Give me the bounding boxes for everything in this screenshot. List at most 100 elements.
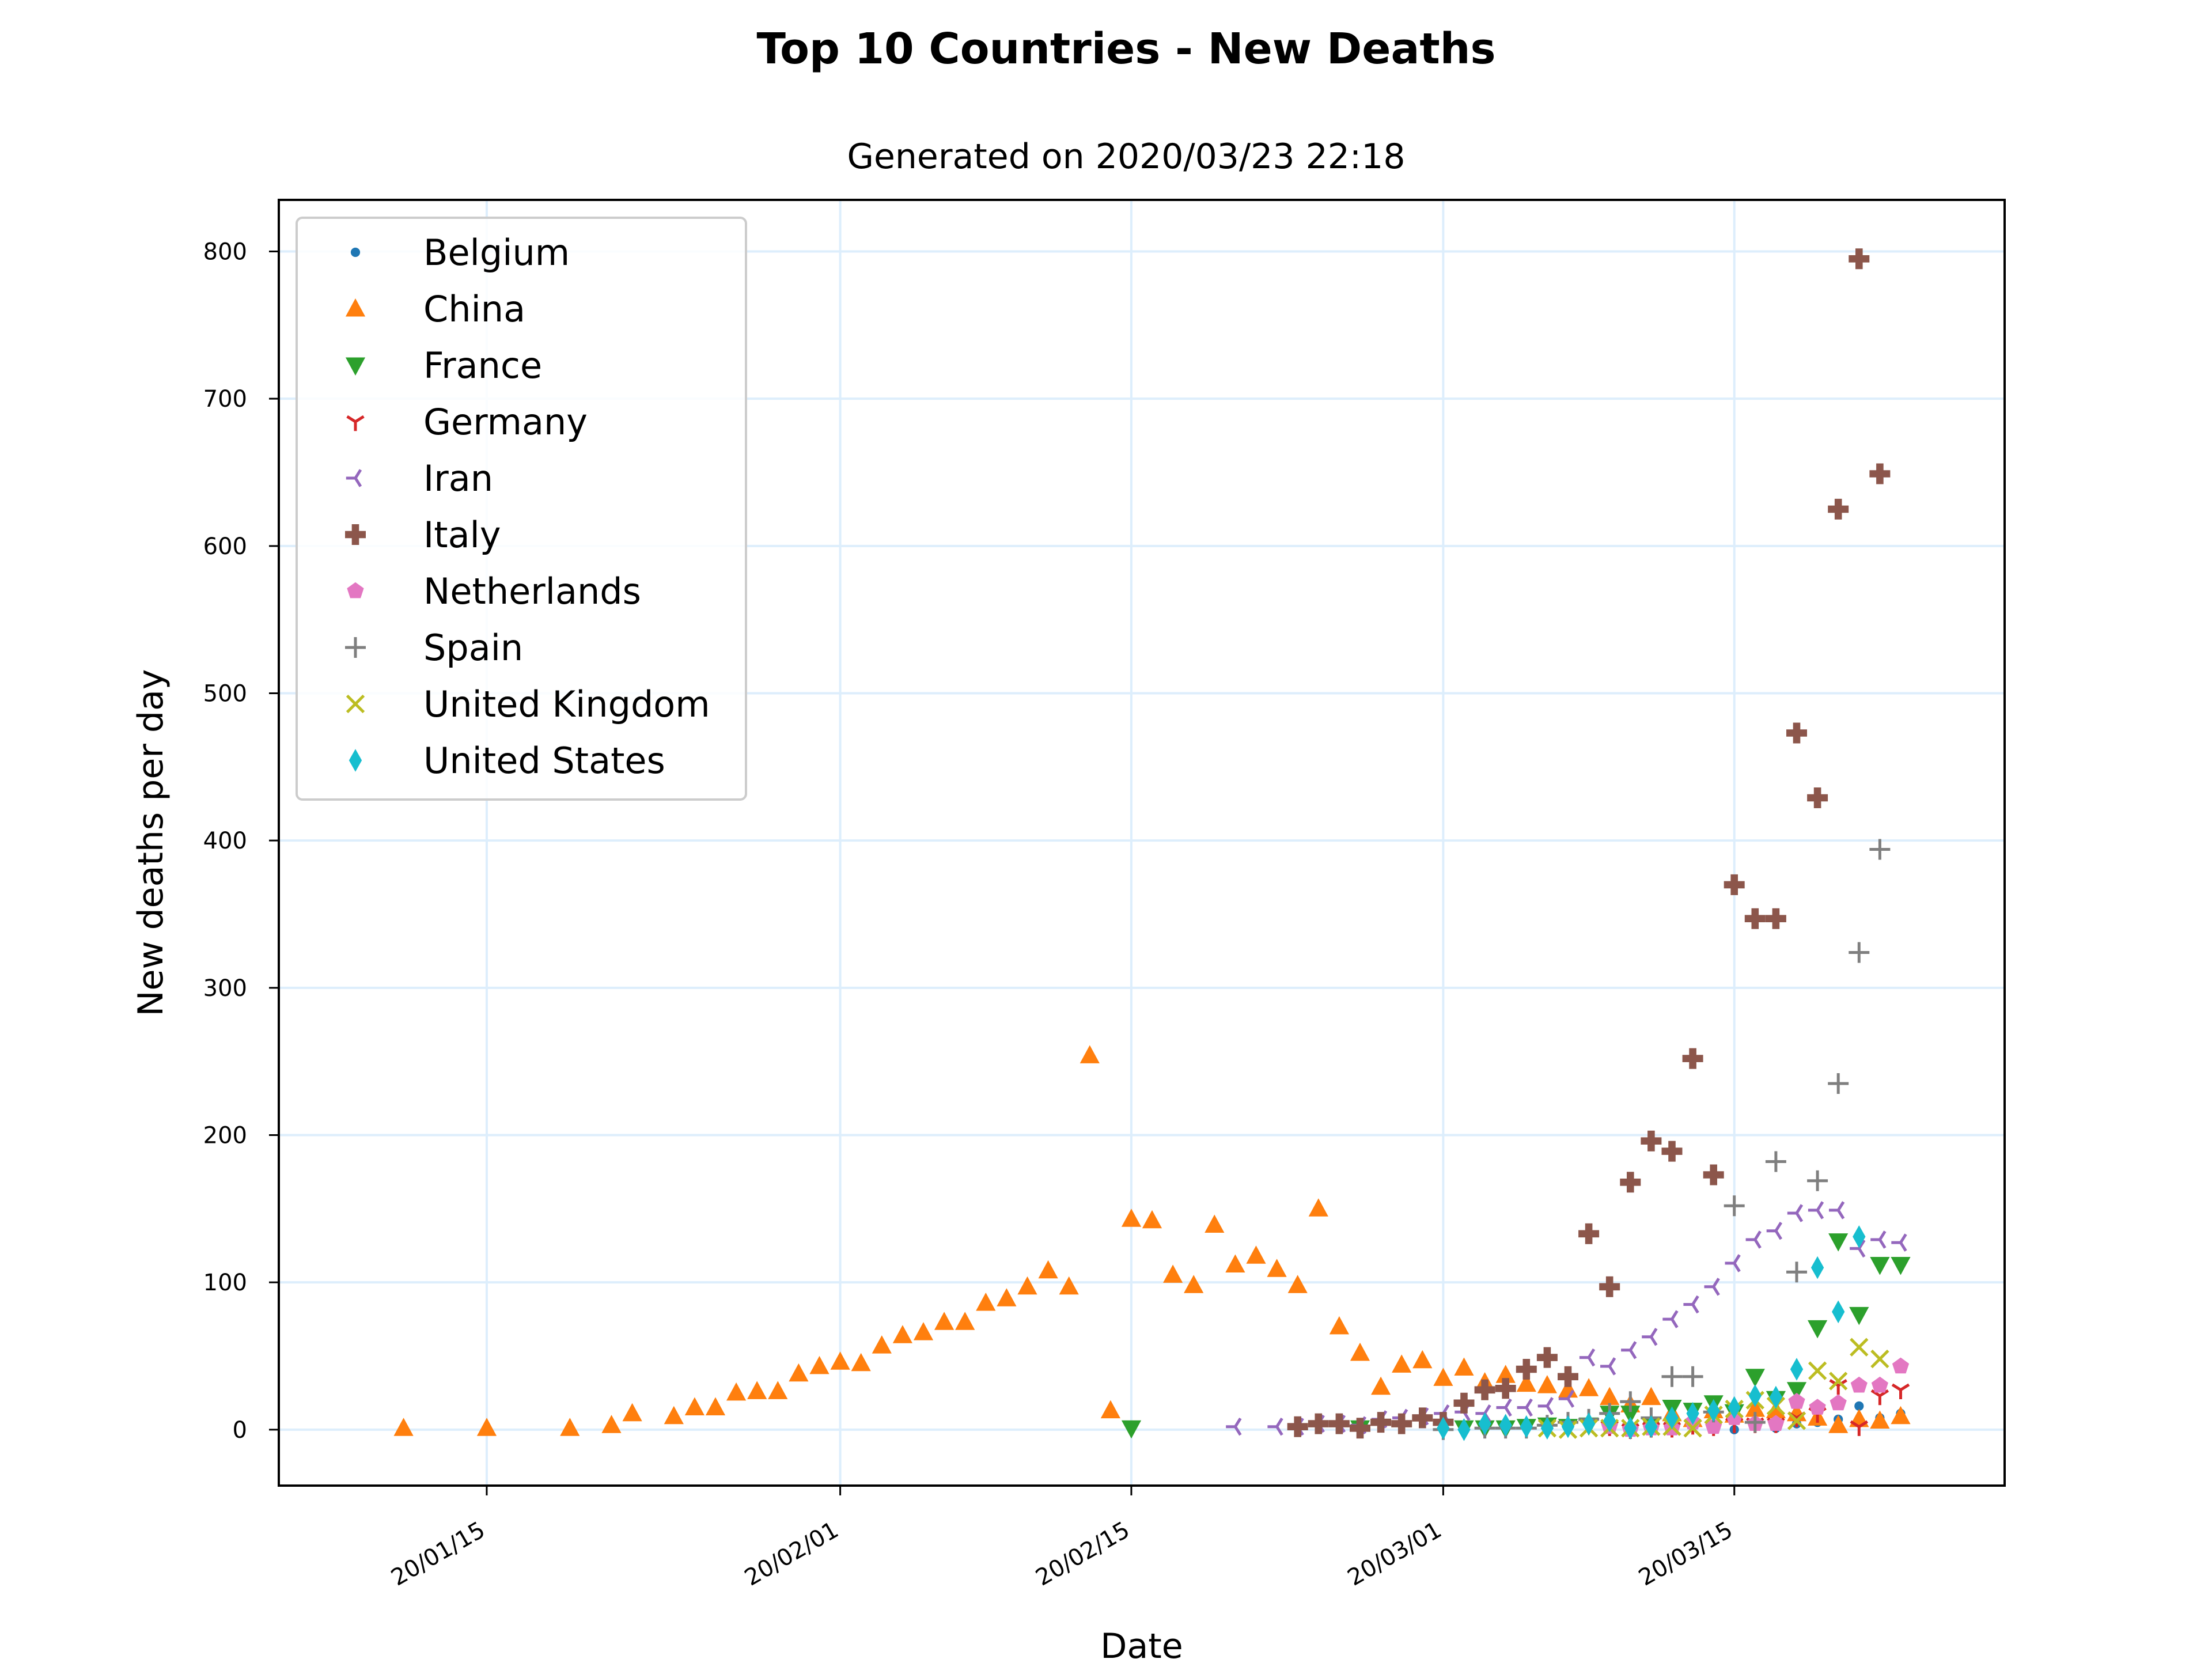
data-point-china — [664, 1406, 684, 1425]
y-axis-label: New deaths per day — [131, 669, 171, 1017]
legend-label-china: China — [423, 288, 525, 330]
legend-marker-belgium — [350, 247, 361, 257]
data-point-iran — [1870, 1230, 1887, 1249]
data-point-china — [768, 1381, 788, 1399]
data-point-china — [1184, 1275, 1204, 1293]
data-point-germany — [1870, 1389, 1889, 1406]
data-point-iran — [1891, 1233, 1907, 1252]
data-point-china — [1766, 1400, 1786, 1419]
legend-marker-china — [345, 298, 366, 317]
data-point-germany — [1891, 1383, 1910, 1400]
data-point-spain — [1869, 839, 1891, 860]
data-point-netherlands — [1809, 1399, 1826, 1415]
data-point-china — [1392, 1354, 1412, 1373]
data-point-china — [976, 1293, 996, 1311]
data-point-iran — [1496, 1398, 1512, 1417]
data-point-china — [726, 1382, 747, 1401]
data-point-china — [872, 1335, 892, 1354]
data-point-iran — [1828, 1201, 1845, 1219]
data-point-italy — [1869, 463, 1891, 484]
data-point-china — [913, 1322, 934, 1340]
legend-marker-united-kingdom — [346, 694, 365, 714]
data-point-united-kingdom — [1787, 1411, 1806, 1430]
data-point-china — [997, 1288, 1017, 1306]
data-point-united-states — [1728, 1396, 1741, 1419]
data-point-netherlands — [1788, 1393, 1805, 1409]
plot-frame — [278, 199, 2006, 1487]
data-point-iran — [1662, 1310, 1679, 1328]
data-point-italy — [1558, 1366, 1578, 1387]
data-point-italy — [1391, 1413, 1412, 1434]
series-china — [393, 1045, 1911, 1436]
data-point-spain — [1786, 1262, 1807, 1283]
data-point-china — [1579, 1378, 1599, 1396]
data-point-china — [1267, 1259, 1287, 1277]
data-point-united-states — [1707, 1399, 1720, 1422]
data-point-italy — [1703, 1164, 1724, 1185]
data-point-united-kingdom — [1870, 1349, 1889, 1369]
y-tick-label: 400 — [203, 828, 247, 854]
data-point-china — [705, 1397, 726, 1415]
data-point-united-kingdom — [1850, 1338, 1869, 1357]
data-point-china — [1412, 1350, 1433, 1369]
y-tick-label: 600 — [203, 533, 247, 560]
legend-marker-france — [345, 357, 366, 376]
y-tick-label: 300 — [203, 975, 247, 1002]
data-point-china — [747, 1381, 767, 1399]
legend-label-spain: Spain — [423, 627, 523, 669]
data-point-china — [955, 1312, 975, 1330]
data-point-iran — [1642, 1328, 1658, 1346]
data-point-belgium — [1854, 1401, 1864, 1411]
data-point-china — [892, 1325, 912, 1343]
data-point-france — [1808, 1320, 1828, 1339]
data-point-china — [1287, 1275, 1308, 1293]
data-point-italy — [1599, 1276, 1620, 1297]
data-point-spain — [1620, 1391, 1641, 1412]
y-tick-label: 0 — [233, 1417, 247, 1444]
data-point-china — [1017, 1276, 1037, 1295]
legend-marker-germany — [346, 415, 365, 431]
data-point-france — [1620, 1406, 1641, 1424]
data-point-united-states — [1832, 1300, 1845, 1324]
data-point-italy — [1641, 1130, 1662, 1152]
data-point-italy — [1849, 248, 1870, 270]
data-point-china — [1205, 1214, 1225, 1233]
data-point-italy — [1495, 1378, 1516, 1399]
data-point-italy — [1578, 1223, 1600, 1244]
data-point-iran — [1808, 1201, 1824, 1219]
data-point-spain — [1661, 1366, 1683, 1387]
data-point-china — [1100, 1400, 1120, 1419]
data-point-germany — [1829, 1378, 1847, 1395]
data-point-germany — [1850, 1420, 1869, 1436]
data-point-france — [1849, 1306, 1869, 1325]
legend-marker-italy — [345, 524, 366, 545]
y-tick-label: 200 — [203, 1123, 247, 1149]
data-point-iran — [1683, 1295, 1699, 1314]
data-point-china — [1163, 1264, 1183, 1283]
data-point-iran — [1600, 1357, 1616, 1376]
data-point-china — [1038, 1260, 1058, 1279]
data-point-united-states — [1853, 1225, 1866, 1248]
data-point-china — [851, 1353, 871, 1372]
data-point-china — [830, 1351, 850, 1370]
data-point-france — [1828, 1233, 1849, 1252]
data-point-united-kingdom — [1808, 1361, 1827, 1380]
data-point-china — [1246, 1245, 1266, 1264]
legend-label-italy: Italy — [423, 514, 501, 556]
data-point-france — [1786, 1382, 1807, 1400]
data-point-spain — [1765, 1151, 1786, 1172]
data-point-netherlands — [1830, 1394, 1847, 1411]
legend-marker-iran — [346, 469, 362, 487]
data-point-spain — [1682, 1366, 1703, 1387]
legend: Belgium China France Germany Iran Italy Nether… — [296, 217, 747, 801]
data-point-iran — [1766, 1221, 1783, 1240]
y-tick-label: 500 — [203, 680, 247, 707]
data-point-italy — [1328, 1413, 1350, 1434]
data-point-china — [1142, 1210, 1162, 1229]
legend-label-france: France — [423, 344, 542, 387]
data-point-netherlands — [1850, 1376, 1868, 1393]
legend-marker-netherlands — [347, 582, 364, 599]
data-point-china — [1495, 1365, 1516, 1383]
data-point-italy — [1536, 1347, 1558, 1368]
y-tick-label: 700 — [203, 386, 247, 412]
